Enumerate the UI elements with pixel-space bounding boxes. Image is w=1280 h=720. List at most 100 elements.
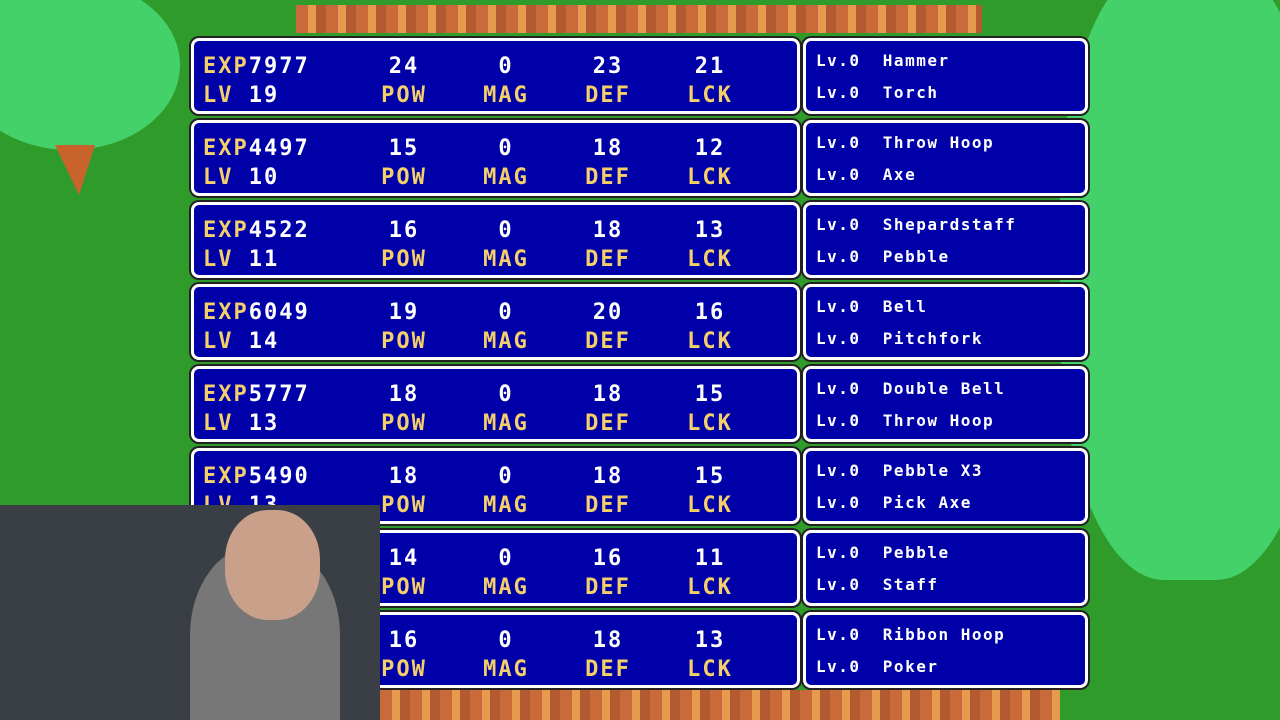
mag-label: MAG — [483, 165, 529, 190]
character-row[interactable]: EXP4497 LV 10 15 POW 0 MAG 18 DEF 12 LCK… — [191, 120, 1088, 196]
pow-label: POW — [381, 165, 427, 190]
weapon-slot-1: Lv.0 Pebble X3 — [816, 461, 983, 480]
tree — [1060, 0, 1280, 580]
pow-value: 18 — [388, 382, 420, 407]
def-value: 18 — [592, 382, 624, 407]
exp-value: 5490 — [248, 464, 310, 489]
weapon-slot-2: Lv.0 Poker — [816, 657, 939, 676]
pow-label: POW — [381, 493, 427, 518]
streamer-face — [225, 510, 320, 620]
lck-value: 15 — [694, 382, 726, 407]
lck-value: 13 — [694, 218, 726, 243]
lv-label: LV — [203, 247, 234, 272]
mag-value: 0 — [498, 546, 514, 571]
weapon-slot-2: Lv.0 Axe — [816, 165, 917, 184]
weapon-slot-2: Lv.0 Pick Axe — [816, 493, 972, 512]
weapons-panel: Lv.0 Bell Lv.0 Pitchfork — [803, 284, 1088, 360]
pow-value: 16 — [388, 628, 420, 653]
def-value: 16 — [592, 546, 624, 571]
lck-label: LCK — [687, 411, 733, 436]
mag-value: 0 — [498, 464, 514, 489]
pow-label: POW — [381, 247, 427, 272]
lck-value: 21 — [694, 54, 726, 79]
weapon-slot-2: Lv.0 Staff — [816, 575, 939, 594]
weapons-panel: Lv.0 Pebble Lv.0 Staff — [803, 530, 1088, 606]
weapon-slot-2: Lv.0 Throw Hoop — [816, 411, 995, 430]
weapon-slot-1: Lv.0 Hammer — [816, 51, 950, 70]
lck-value: 11 — [694, 546, 726, 571]
exp-value: 7977 — [248, 54, 310, 79]
lck-label: LCK — [687, 493, 733, 518]
weapons-panel: Lv.0 Pebble X3 Lv.0 Pick Axe — [803, 448, 1088, 524]
mag-label: MAG — [483, 575, 529, 600]
def-value: 18 — [592, 218, 624, 243]
weapon-slot-1: Lv.0 Pebble — [816, 543, 950, 562]
def-label: DEF — [585, 493, 631, 518]
def-label: DEF — [585, 83, 631, 108]
tree-trunk — [55, 145, 95, 195]
mag-label: MAG — [483, 247, 529, 272]
lv-value: 13 — [248, 411, 280, 436]
lck-value: 16 — [694, 300, 726, 325]
mag-value: 0 — [498, 300, 514, 325]
pow-value: 15 — [388, 136, 420, 161]
character-row[interactable]: EXP5777 LV 13 18 POW 0 MAG 18 DEF 15 LCK… — [191, 366, 1088, 442]
exp-label: EXP — [203, 464, 249, 489]
weapon-slot-1: Lv.0 Bell — [816, 297, 928, 316]
def-label: DEF — [585, 657, 631, 682]
character-row[interactable]: EXP7977 LV 19 24 POW 0 MAG 23 DEF 21 LCK… — [191, 38, 1088, 114]
stats-panel: EXP5490 LV 13 18 POW 0 MAG 18 DEF 15 LCK — [191, 448, 800, 524]
lv-label: LV — [203, 83, 234, 108]
mag-label: MAG — [483, 657, 529, 682]
pow-label: POW — [381, 329, 427, 354]
weapon-slot-2: Lv.0 Pebble — [816, 247, 950, 266]
weapon-slot-2: Lv.0 Torch — [816, 83, 939, 102]
weapon-slot-2: Lv.0 Pitchfork — [816, 329, 983, 348]
pow-value: 19 — [388, 300, 420, 325]
exp-value: 4497 — [248, 136, 310, 161]
pow-value: 24 — [388, 54, 420, 79]
mag-value: 0 — [498, 218, 514, 243]
character-row[interactable]: EXP6049 LV 14 19 POW 0 MAG 20 DEF 16 LCK… — [191, 284, 1088, 360]
def-label: DEF — [585, 247, 631, 272]
pow-label: POW — [381, 411, 427, 436]
stats-panel: EXP7977 LV 19 24 POW 0 MAG 23 DEF 21 LCK — [191, 38, 800, 114]
character-row[interactable]: EXP4522 LV 11 16 POW 0 MAG 18 DEF 13 LCK… — [191, 202, 1088, 278]
lck-label: LCK — [687, 329, 733, 354]
exp-label: EXP — [203, 218, 249, 243]
webcam-overlay — [0, 505, 380, 720]
mag-label: MAG — [483, 411, 529, 436]
lck-label: LCK — [687, 657, 733, 682]
pow-label: POW — [381, 657, 427, 682]
def-label: DEF — [585, 329, 631, 354]
pow-label: POW — [381, 83, 427, 108]
stats-panel: EXP6049 LV 14 19 POW 0 MAG 20 DEF 16 LCK — [191, 284, 800, 360]
pow-value: 16 — [388, 218, 420, 243]
def-label: DEF — [585, 165, 631, 190]
weapon-slot-1: Lv.0 Throw Hoop — [816, 133, 995, 152]
def-label: DEF — [585, 411, 631, 436]
character-row[interactable]: EXP5490 LV 13 18 POW 0 MAG 18 DEF 15 LCK… — [191, 448, 1088, 524]
exp-value: 6049 — [248, 300, 310, 325]
def-value: 20 — [592, 300, 624, 325]
mag-value: 0 — [498, 54, 514, 79]
mag-label: MAG — [483, 329, 529, 354]
brick-wall — [296, 5, 982, 33]
weapon-slot-1: Lv.0 Ribbon Hoop — [816, 625, 1006, 644]
brick-wall — [380, 690, 1060, 720]
exp-value: 5777 — [248, 382, 310, 407]
lv-label: LV — [203, 411, 234, 436]
lck-value: 15 — [694, 464, 726, 489]
stats-panel: EXP4497 LV 10 15 POW 0 MAG 18 DEF 12 LCK — [191, 120, 800, 196]
stats-panel: EXP4522 LV 11 16 POW 0 MAG 18 DEF 13 LCK — [191, 202, 800, 278]
lv-value: 14 — [248, 329, 280, 354]
weapons-panel: Lv.0 Double Bell Lv.0 Throw Hoop — [803, 366, 1088, 442]
def-value: 18 — [592, 628, 624, 653]
pow-label: POW — [381, 575, 427, 600]
weapon-slot-1: Lv.0 Double Bell — [816, 379, 1006, 398]
mag-label: MAG — [483, 493, 529, 518]
lck-label: LCK — [687, 165, 733, 190]
weapons-panel: Lv.0 Hammer Lv.0 Torch — [803, 38, 1088, 114]
exp-label: EXP — [203, 382, 249, 407]
tree — [0, 0, 180, 150]
